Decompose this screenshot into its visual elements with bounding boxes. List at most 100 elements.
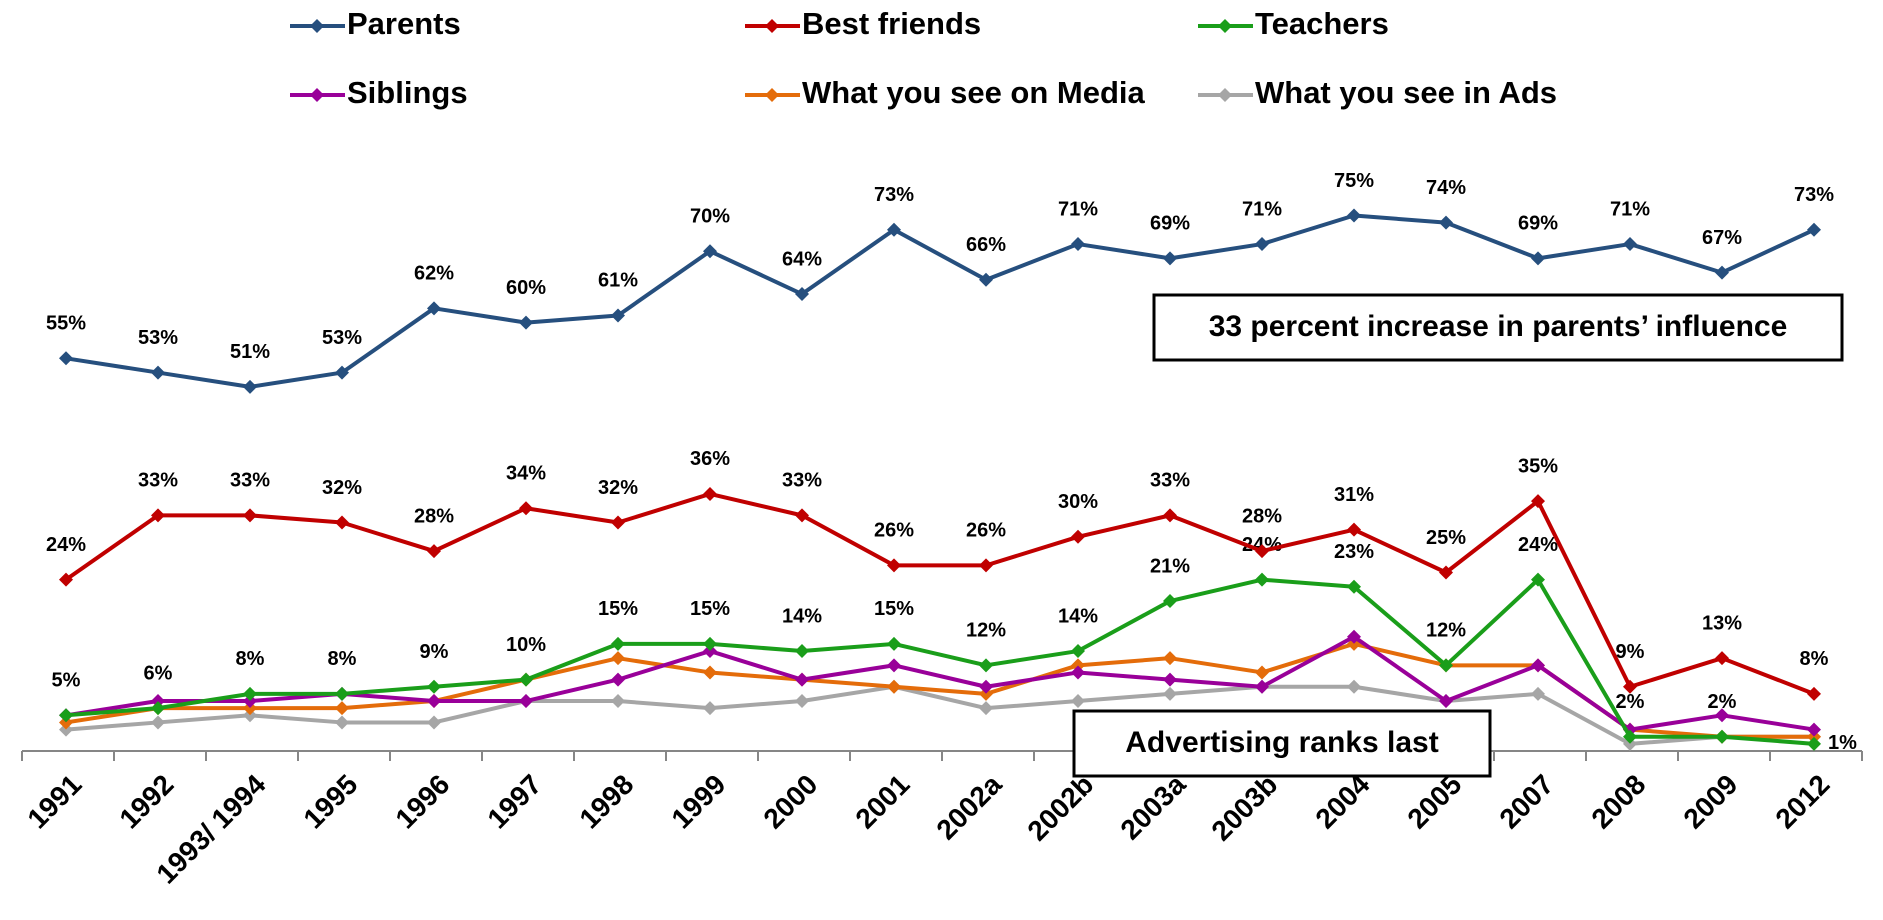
- annotation-box: [1152, 293, 1844, 362]
- data-label: 15%: [874, 598, 914, 620]
- data-label: 24%: [1518, 534, 1558, 556]
- series-line: [65, 684, 1814, 746]
- data-point: [335, 686, 349, 701]
- legend-label: What you see on Media: [802, 75, 1146, 110]
- data-point: [1531, 494, 1545, 509]
- data-label: 21%: [1150, 555, 1190, 577]
- data-point: [1439, 565, 1453, 580]
- data-label: 24%: [46, 534, 86, 556]
- data-point: [611, 651, 625, 666]
- data-label: 35%: [1518, 455, 1558, 477]
- data-point: [703, 644, 717, 659]
- legend-marker: [1218, 19, 1232, 33]
- data-label: 74%: [1426, 177, 1466, 199]
- data-point: [1255, 572, 1269, 587]
- series: 24% 33% 33% 32% 28% 34% 32% 36% 33% 26% 26% 30% 33% 2…: [46, 448, 1829, 701]
- data-point: [1439, 658, 1453, 673]
- legend-item: Parents: [290, 6, 461, 41]
- legend-marker: [310, 19, 324, 33]
- data-point: [59, 722, 73, 737]
- annotation-text: Advertising ranks last: [1125, 726, 1438, 759]
- legend-label: Parents: [347, 6, 461, 41]
- x-tick-label: 2001: [849, 769, 915, 835]
- x-tick-label: 2002a: [930, 768, 1007, 845]
- data-point: [1071, 658, 1085, 673]
- data-label: 71%: [1242, 198, 1282, 220]
- data-label: 12%: [1426, 620, 1466, 642]
- data-point: [887, 658, 901, 673]
- data-label: 8%: [1800, 648, 1829, 670]
- series-line: [65, 213, 1815, 389]
- data-point: [59, 708, 73, 723]
- data-point: [519, 315, 533, 330]
- series: [59, 629, 1821, 737]
- data-label: 5%: [52, 670, 81, 692]
- data-point: [151, 365, 165, 380]
- data-point: [1347, 679, 1361, 694]
- data-label: 8%: [236, 648, 265, 670]
- data-point: [1807, 222, 1821, 237]
- data-point: [1531, 251, 1545, 266]
- data-point: [1807, 722, 1821, 737]
- data-point: [1623, 237, 1637, 252]
- data-label: 71%: [1610, 198, 1650, 220]
- data-label: 2%: [1616, 691, 1645, 713]
- annotation-box: [1072, 709, 1492, 778]
- data-point: [1623, 729, 1637, 744]
- data-label: 13%: [1702, 612, 1742, 634]
- data-point: [427, 544, 441, 559]
- data-point: [979, 701, 993, 716]
- data-label: 33%: [230, 470, 270, 492]
- data-point: [1715, 265, 1729, 280]
- data-point: [427, 694, 441, 709]
- data-point: [1439, 694, 1453, 709]
- data-point: [1163, 594, 1177, 609]
- data-label: 14%: [1058, 605, 1098, 627]
- x-tick-label: 2007: [1493, 769, 1559, 835]
- data-label: 75%: [1334, 170, 1374, 192]
- data-label: 25%: [1426, 527, 1466, 549]
- series-line: [65, 641, 1814, 739]
- x-tick-label: 2003a: [1114, 768, 1191, 845]
- data-point: [703, 636, 717, 651]
- data-point: [1255, 679, 1269, 694]
- data-label: 53%: [322, 327, 362, 349]
- legend-marker: [310, 88, 324, 102]
- x-tick-label: 2003b: [1205, 769, 1283, 847]
- legend-item: Teachers: [1198, 6, 1389, 41]
- data-point: [1163, 672, 1177, 687]
- x-tick-label: 2012: [1769, 769, 1835, 835]
- data-point: [1163, 651, 1177, 666]
- data-point: [1531, 686, 1545, 701]
- series-line: [65, 577, 1815, 746]
- annotation: Advertising ranks last: [1072, 709, 1492, 778]
- x-tick-label: 1995: [297, 769, 363, 835]
- data-point: [1071, 694, 1085, 709]
- data-point: [1163, 686, 1177, 701]
- legend-label: What you see in Ads: [1255, 75, 1557, 110]
- data-label: 23%: [1334, 541, 1374, 563]
- legend-marker: [765, 88, 779, 102]
- data-point: [1715, 651, 1729, 666]
- data-label: 10%: [506, 634, 546, 656]
- data-point: [979, 686, 993, 701]
- data-label: 1%: [1828, 732, 1857, 754]
- series-line: [65, 634, 1815, 732]
- data-point: [1807, 686, 1821, 701]
- data-label: 14%: [782, 605, 822, 627]
- data-point: [151, 701, 165, 716]
- data-point: [979, 558, 993, 573]
- data-label: 70%: [690, 205, 730, 227]
- data-label: 64%: [782, 248, 822, 270]
- x-tick-label: 1992: [113, 769, 179, 835]
- data-point: [887, 636, 901, 651]
- legend-label: Best friends: [802, 6, 981, 41]
- data-label: 67%: [1702, 227, 1742, 249]
- data-point: [1163, 251, 1177, 266]
- data-point: [1347, 208, 1361, 223]
- data-point: [887, 558, 901, 573]
- legend-label: Siblings: [347, 75, 468, 110]
- legend-item: Siblings: [290, 75, 468, 110]
- data-label: 51%: [230, 341, 270, 363]
